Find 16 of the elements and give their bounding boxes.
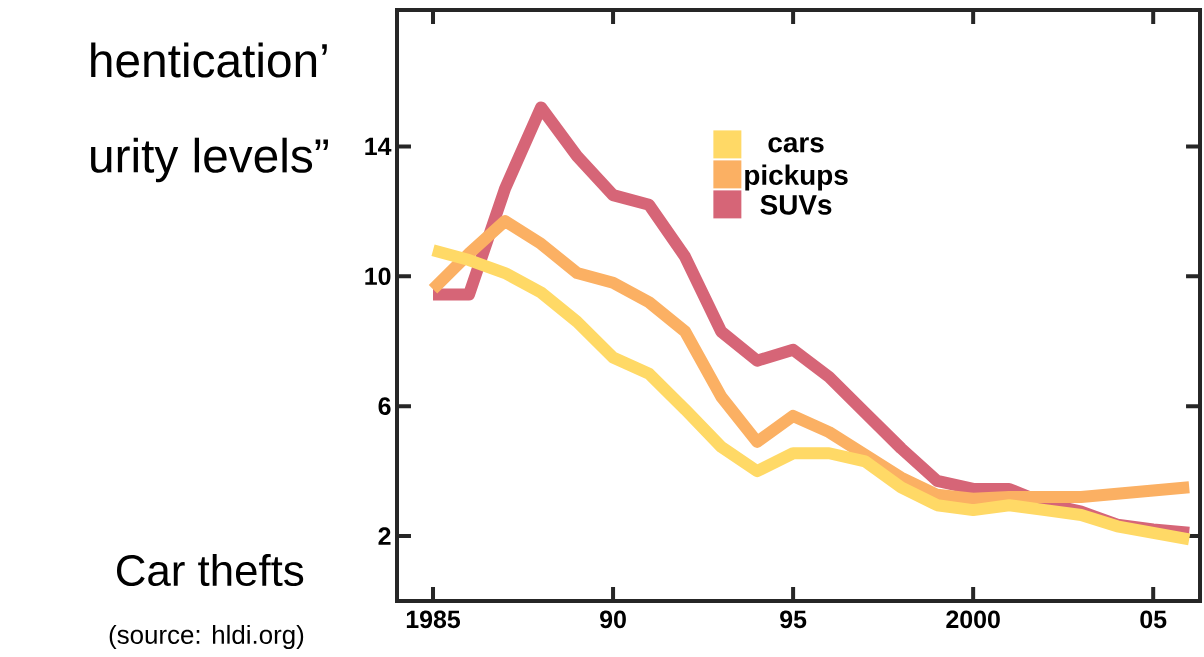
legend-label: pickups [745, 164, 848, 191]
text: urity levels” [91, 137, 328, 183]
x-tick-label: 1985 [406, 610, 461, 629]
text: Car thefts [117, 553, 304, 587]
y-tick-label: 10 [365, 267, 391, 286]
legend-label: SUVs [760, 194, 832, 215]
y-tick-label: 2 [378, 527, 391, 545]
legend-label: cars [768, 137, 824, 153]
x-tick-label: 90 [600, 610, 626, 629]
x-tick-label: 95 [780, 610, 807, 629]
text: hentication’ [91, 42, 327, 78]
x-tick-label: 05 [1140, 610, 1167, 629]
y-tick-label: 6 [378, 397, 391, 415]
text: (source: hldi.org) [109, 624, 304, 650]
x-tick-label: 2000 [946, 610, 1000, 629]
y-tick-label: 14 [365, 137, 392, 155]
